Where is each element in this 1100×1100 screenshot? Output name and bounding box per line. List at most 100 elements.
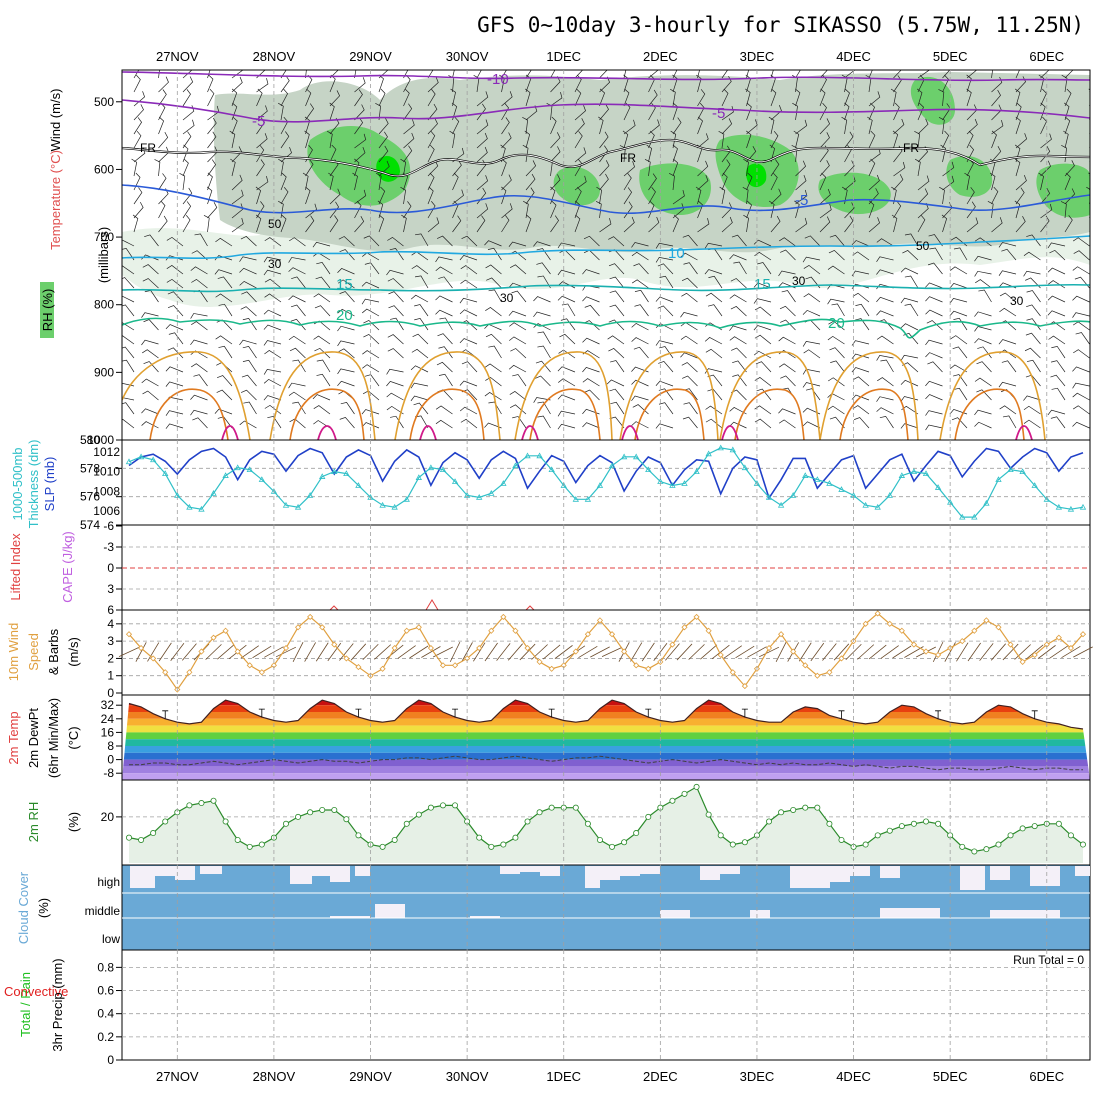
wind-barb: [904, 303, 919, 317]
wind-barb: [122, 397, 135, 401]
rh2m-point: [596, 836, 603, 843]
wind-barb: [476, 215, 486, 233]
wind-barb: [974, 338, 992, 345]
wind-barb: [264, 404, 282, 415]
temp2m-tick-label: 32: [101, 698, 115, 712]
wind-barb: [819, 70, 828, 79]
wind10m-barb: [665, 643, 680, 661]
wind10m-point: [983, 617, 990, 624]
wind10m-barb: [304, 642, 316, 662]
wind10m-barb: [507, 643, 523, 661]
wind-barb: [917, 102, 924, 121]
wind-barb: [729, 421, 747, 429]
wind-barb: [1015, 187, 1025, 205]
wind-barb: [697, 218, 710, 233]
wind-barb: [819, 172, 827, 191]
wind10m-barb: [315, 642, 329, 662]
wind-barb: [525, 74, 532, 93]
wind-barb: [646, 144, 653, 163]
wind-barb: [831, 303, 845, 317]
label-t-20: 20: [336, 307, 353, 324]
contour-t-25: [122, 351, 1046, 440]
wind-barb: [214, 408, 233, 415]
temp2m-tick-label: 0: [107, 753, 114, 767]
wind10m-point: [1067, 644, 1074, 652]
slp-point: [971, 513, 978, 520]
wind-barb: [949, 298, 968, 304]
slp-point: [234, 464, 241, 471]
rh2m-point: [186, 802, 193, 809]
wind-barb: [853, 417, 870, 429]
temp2m-label-a: 2m Temp: [6, 711, 21, 764]
date-label-bottom: 5DEC: [933, 1069, 968, 1084]
wind10m-barb: [409, 645, 429, 659]
wind-barb: [243, 401, 257, 415]
wind-barb: [329, 188, 341, 205]
thickness-tick-label: 578: [80, 461, 100, 475]
rh2m-point: [633, 830, 640, 837]
rh2m-point: [705, 811, 712, 818]
wind-barb: [623, 70, 627, 79]
wind-barb: [501, 203, 513, 219]
wind-barb: [1049, 249, 1066, 261]
wind-barb: [1089, 175, 1090, 177]
wind-barb: [191, 250, 208, 261]
wind10m-point: [826, 669, 833, 676]
wind10m-point: [258, 669, 265, 676]
wind-barb: [316, 262, 331, 275]
wind-barb: [488, 289, 502, 303]
rh2m-point: [898, 823, 905, 830]
rh2m-point: [572, 804, 579, 811]
wind10m-ticks: 4 3 2 1 0: [107, 617, 122, 700]
wind-barb: [264, 350, 282, 359]
wind10m-barb: [822, 643, 837, 661]
wind-barb: [803, 264, 821, 275]
wind-barb: [827, 265, 845, 275]
wind-barb: [337, 308, 355, 317]
wind10m-point: [814, 672, 821, 679]
wind-barb: [904, 233, 919, 247]
wind-barb: [377, 200, 384, 219]
upper-wind-barbs: [122, 70, 1090, 431]
wind-barb: [292, 401, 306, 415]
wind10m-markers: [125, 610, 1087, 693]
wind-barb: [964, 172, 970, 191]
wind-barb: [976, 361, 992, 373]
wind-barb: [363, 235, 380, 247]
wind-barb: [868, 102, 876, 121]
date-label-bottom: 30NOV: [446, 1069, 489, 1084]
thickness-left-ticks: 580 578 576 574: [80, 433, 122, 532]
wind-barb: [697, 133, 709, 149]
wind-barb: [230, 158, 236, 177]
rh2m-point: [1080, 841, 1087, 848]
wind-barb: [305, 103, 315, 121]
cloud-gap-high: [1075, 866, 1090, 876]
wind-barb: [239, 420, 257, 429]
wind10m-point: [790, 648, 797, 655]
pressure-tick-label: 800: [94, 298, 114, 312]
wind-barb: [485, 333, 502, 345]
wind-barb: [484, 422, 502, 429]
slp-right-ticks: 1012 1010 1008 1006: [93, 445, 120, 518]
label-rh-50: 50: [268, 217, 282, 231]
rh2m-point: [379, 843, 386, 850]
slp-point: [886, 492, 893, 498]
contour-t-35: [221, 425, 1033, 440]
wind-barb: [904, 275, 919, 289]
wind-barb: [452, 116, 460, 135]
wind-barb: [280, 88, 288, 107]
wind-barb: [450, 88, 456, 107]
wind10m-point: [222, 627, 229, 634]
cloud-level-label: high: [97, 875, 120, 889]
wind-barb: [387, 236, 404, 247]
wind-barb: [991, 89, 1001, 107]
wind-barb: [770, 172, 778, 191]
wind-barb: [868, 130, 876, 149]
cloud-gap-high: [600, 866, 620, 880]
chart-title: GFS 0~10day 3-hourly for SIKASSO (5.75W,…: [477, 13, 1084, 37]
rh2m-point: [210, 797, 217, 804]
wind-barb: [949, 282, 968, 289]
date-label-bottom: 4DEC: [836, 1069, 871, 1084]
wind-barb: [403, 132, 415, 149]
wind-barb: [537, 415, 551, 429]
